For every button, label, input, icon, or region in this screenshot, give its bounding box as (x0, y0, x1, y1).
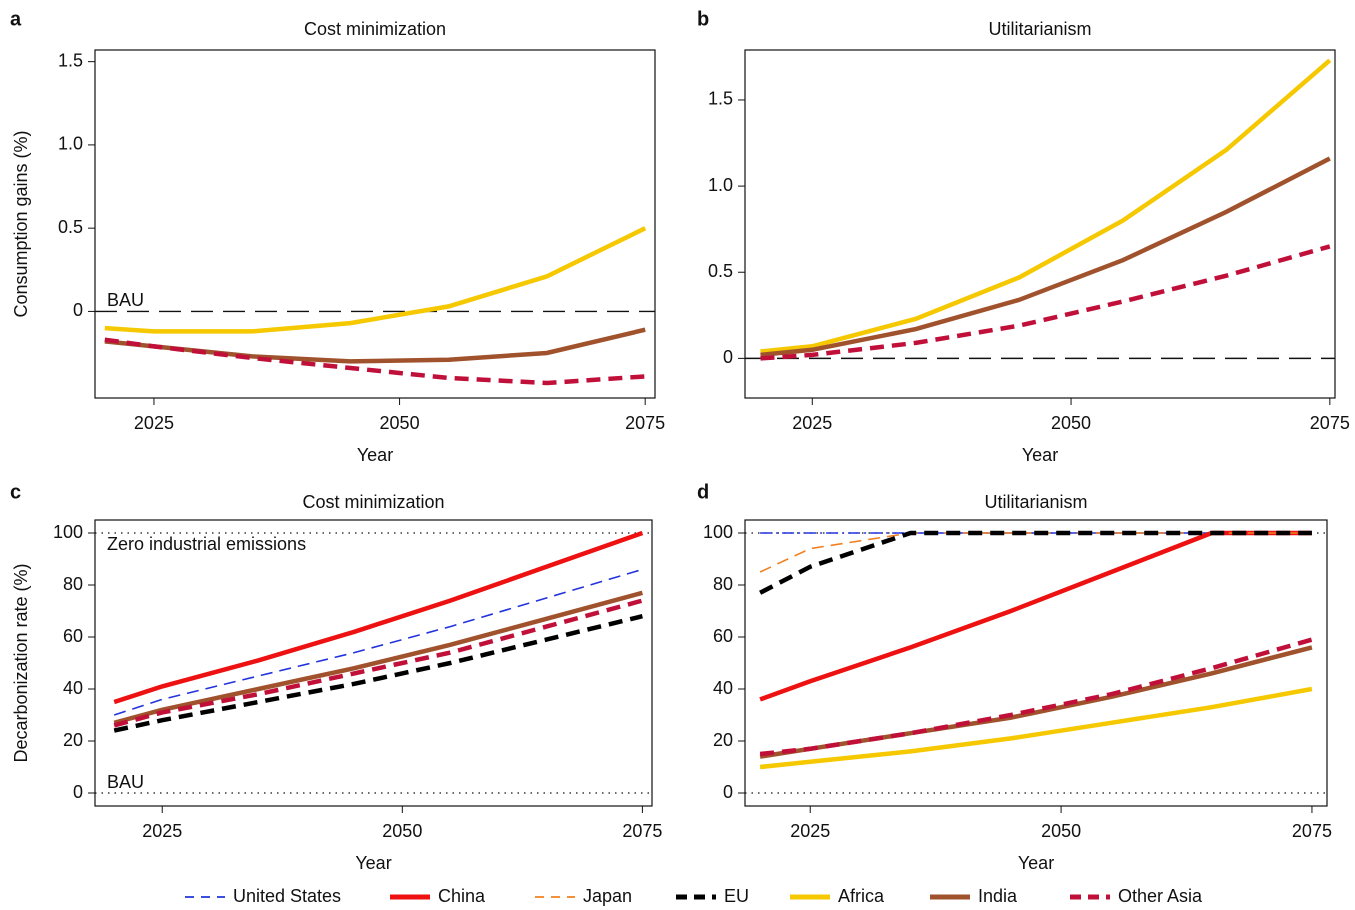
panel-letter: c (10, 481, 21, 503)
plot-frame (744, 49, 1336, 399)
y-tick-label: 100 (703, 522, 733, 542)
reference-label: Zero industrial emissions (107, 534, 306, 554)
x-tick-label: 2075 (1292, 821, 1332, 841)
series-line (113, 590, 643, 725)
series-line (760, 156, 1331, 358)
plot-frame (94, 49, 656, 399)
panel-title: Utilitarianism (988, 19, 1091, 39)
x-tick-label: 2025 (142, 821, 182, 841)
series-line (760, 58, 1332, 354)
series-line (113, 598, 643, 728)
y-axis-label: Consumption gains (%) (11, 130, 31, 317)
y-tick-label: 1.0 (58, 134, 83, 154)
series-line (760, 244, 1331, 361)
y-tick-label: 20 (63, 730, 83, 750)
plot-frame (94, 519, 653, 807)
series-line (104, 327, 646, 364)
panel: c Cost minimization 0 20 40 60 80 100 2025 2050 20… (10, 481, 662, 872)
series-line (104, 337, 646, 386)
y-tick-label: 20 (713, 730, 733, 750)
series-line (759, 637, 1313, 757)
reference-label: BAU (107, 290, 144, 310)
y-tick-label: 0.5 (708, 261, 733, 281)
x-tick-label: 2050 (380, 413, 420, 433)
legend-label: Africa (838, 886, 885, 906)
y-tick-label: 0 (723, 347, 733, 367)
x-axis-label: Year (355, 853, 391, 873)
x-tick-label: 2025 (792, 413, 832, 433)
legend-label: China (438, 886, 486, 906)
y-tick-label: 0 (723, 782, 733, 802)
y-tick-label: 0 (73, 782, 83, 802)
x-tick-label: 2050 (1051, 413, 1091, 433)
legend-label: EU (724, 886, 749, 906)
y-axis-label: Decarbonization rate (%) (11, 563, 31, 762)
panel: a Cost minimization 0 0.5 1.0 1.5 2025 2050 2075… (10, 8, 665, 464)
y-tick-label: 60 (63, 626, 83, 646)
x-axis-label: Year (1022, 445, 1058, 465)
series-line (759, 530, 1312, 595)
x-tick-label: 2025 (790, 821, 830, 841)
y-tick-label: 1.0 (708, 175, 733, 195)
panel-title: Cost minimization (302, 492, 444, 512)
legend: United States China Japan EU Africa India Othe… (185, 886, 1203, 906)
y-tick-label: 0 (73, 300, 83, 320)
series-line (759, 686, 1313, 770)
x-tick-label: 2075 (625, 413, 665, 433)
panel-letter: b (697, 8, 709, 30)
series-line (113, 568, 643, 716)
y-tick-label: 40 (63, 678, 83, 698)
panel: d Utilitarianism 0 20 40 60 80 100 2025 2050 2075 Y… (697, 481, 1332, 872)
y-tick-label: 40 (713, 678, 733, 698)
legend-label: India (978, 886, 1018, 906)
y-tick-label: 1.5 (58, 50, 83, 70)
x-tick-label: 2050 (1041, 821, 1081, 841)
plot-frame (744, 519, 1328, 807)
x-tick-label: 2075 (622, 821, 662, 841)
series-line (113, 614, 643, 733)
panel-title: Cost minimization (304, 19, 446, 39)
reference-label: BAU (107, 772, 144, 792)
panel-letter: a (10, 8, 22, 30)
series-line (759, 532, 1312, 573)
y-tick-label: 60 (713, 626, 733, 646)
x-tick-label: 2075 (1310, 413, 1350, 433)
series-line (113, 530, 644, 705)
y-tick-label: 80 (713, 574, 733, 594)
y-tick-label: 100 (53, 522, 83, 542)
y-tick-label: 80 (63, 574, 83, 594)
series-line (104, 226, 647, 334)
x-axis-label: Year (357, 445, 393, 465)
x-axis-label: Year (1018, 853, 1054, 873)
y-tick-label: 1.5 (708, 89, 733, 109)
panel: b Utilitarianism 0 0.5 1.0 1.5 2025 2050 2075 Yea… (697, 8, 1350, 464)
panel-letter: d (697, 481, 709, 503)
legend-label: Japan (583, 886, 632, 906)
legend-label: United States (233, 886, 341, 906)
y-tick-label: 0.5 (58, 217, 83, 237)
legend-label: Other Asia (1118, 886, 1203, 906)
x-tick-label: 2050 (382, 821, 422, 841)
panel-title: Utilitarianism (984, 492, 1087, 512)
x-tick-label: 2025 (134, 413, 174, 433)
